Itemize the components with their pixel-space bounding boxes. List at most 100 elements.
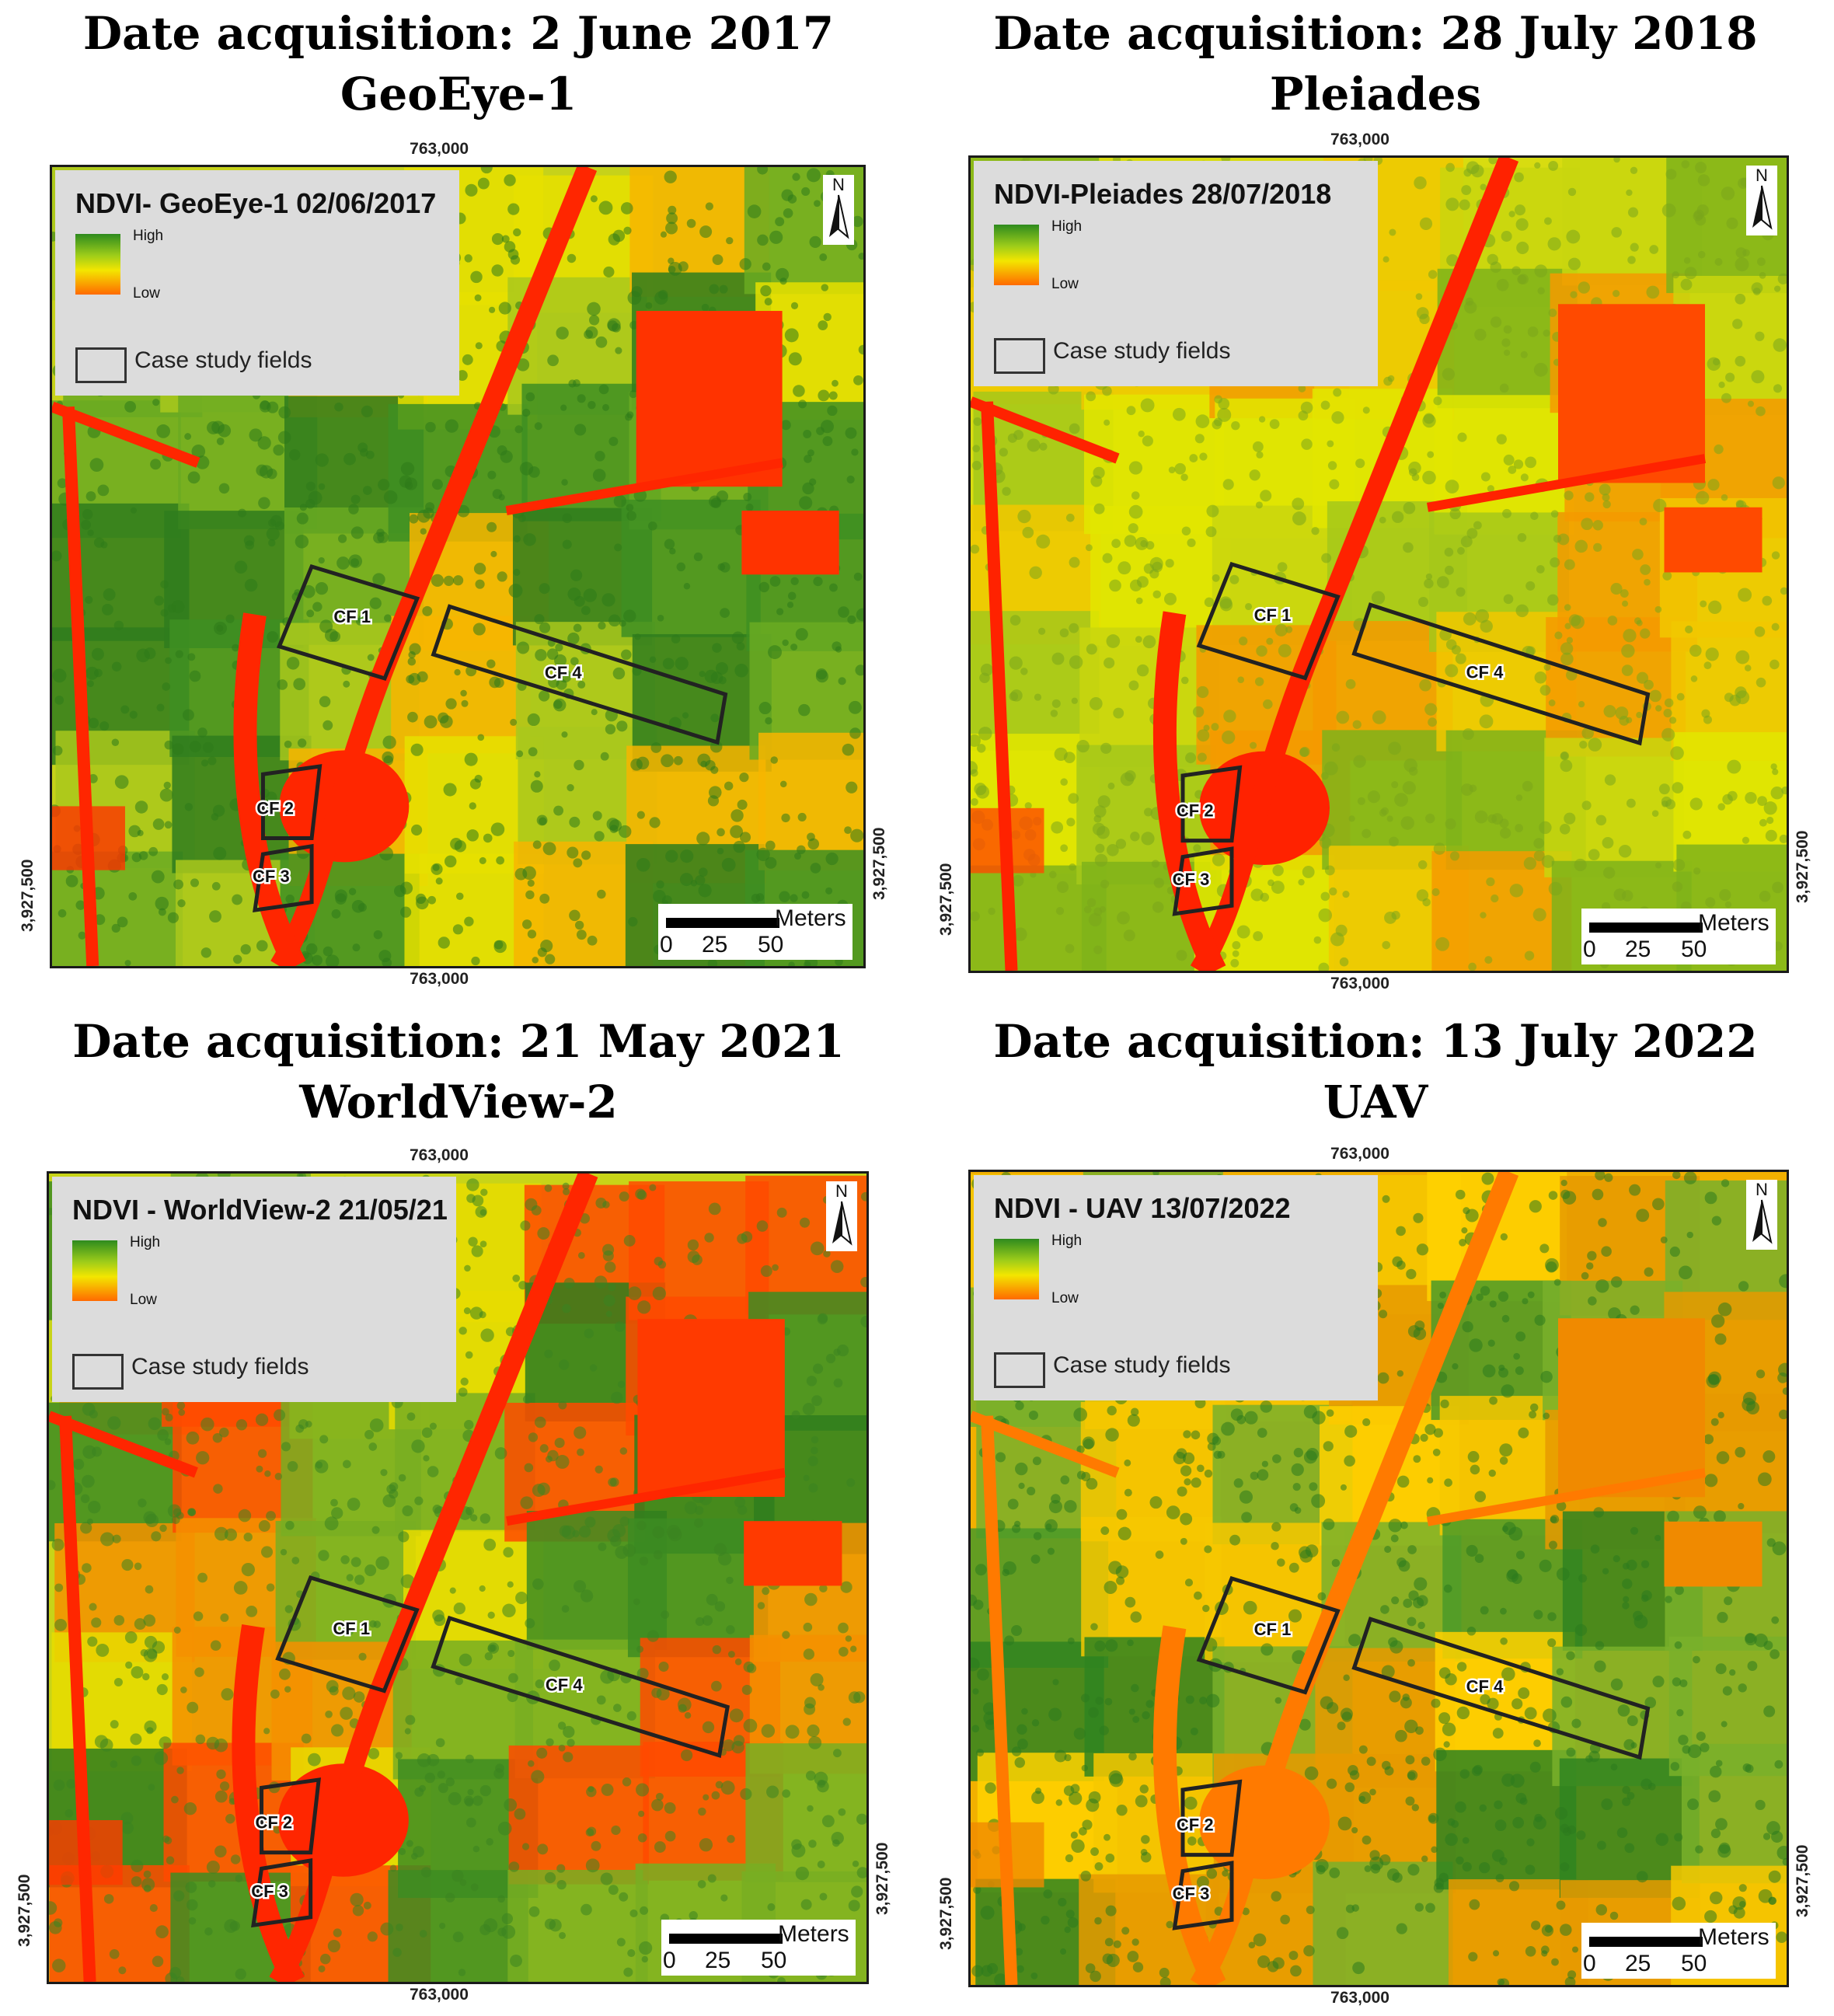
scale-tick: 50: [761, 1948, 787, 1973]
legend-title: NDVI- GeoEye-1 02/06/2017: [75, 187, 437, 219]
ndvi-color-ramp: [994, 225, 1039, 285]
scale-bar-graphic: [1589, 1937, 1703, 1947]
case-study-field-outline: [1172, 846, 1234, 916]
ndvi-raster: CF 1 CF 2 CF 3 CF 4: [49, 1174, 866, 1982]
case-study-field-label: CF 4: [1466, 1676, 1504, 1696]
case-study-field-outline: [276, 563, 420, 681]
scale-bar: Meters 0 25 50: [1581, 909, 1776, 964]
coord-top: 763,000: [409, 1146, 469, 1164]
case-study-field-label: CF 2: [255, 1812, 292, 1832]
coord-left: 3,927,500: [19, 859, 37, 932]
bare-soil-patch: [636, 311, 783, 487]
case-study-field-label: CF 1: [1254, 605, 1292, 625]
ndvi-map: CF 1 CF 2 CF 3 CF 4 NDVI - WorldView-2 21/0…: [47, 1171, 869, 1984]
coord-left: 3,927,500: [937, 1877, 955, 1951]
scale-unit: Meters: [778, 1921, 849, 1947]
map-panel: Date acquisition: 2 June 2017 GeoEye-1 7…: [0, 0, 917, 1008]
panel-title-date: Date acquisition: 13 July 2022: [993, 1015, 1758, 1068]
scale-tick: 25: [1625, 1951, 1651, 1976]
legend-low-label: Low: [1051, 276, 1079, 292]
case-study-field-outline: [1196, 561, 1341, 681]
road: [270, 167, 598, 966]
case-study-swatch: [994, 338, 1045, 374]
crop-field: [1681, 1743, 1787, 1884]
ndvi-color-ramp: [72, 1240, 117, 1301]
north-arrow: N: [823, 175, 854, 245]
road: [971, 396, 1120, 464]
case-study-field-outline: [260, 1777, 322, 1855]
road: [1426, 1468, 1707, 1526]
case-study-field-label: CF 3: [253, 867, 290, 886]
case-study-field-label: CF 2: [1177, 800, 1214, 820]
case-study-field-label: CF 2: [1177, 1815, 1214, 1834]
case-study-field-label: CF 1: [1254, 1620, 1292, 1639]
case-study-field-outline: [1196, 1575, 1341, 1695]
coord-bottom: 763,000: [1330, 1989, 1389, 2007]
case-study-field-outline: [431, 1615, 730, 1759]
panel-title-date: Date acquisition: 28 July 2018: [993, 7, 1758, 60]
north-label: N: [835, 1181, 848, 1201]
map-panel: Date acquisition: 28 July 2018 Pleiades …: [917, 0, 1834, 1008]
road: [59, 1415, 96, 1982]
north-arrow: N: [1746, 1180, 1777, 1250]
road: [1190, 1172, 1519, 1985]
scale-unit: Meters: [775, 905, 846, 931]
case-study-field-outline: [260, 764, 323, 841]
north-arrow-icon: [1752, 1199, 1773, 1244]
north-arrow-icon: [1752, 185, 1773, 230]
case-study-label: Case study fields: [1053, 1352, 1231, 1378]
panel-title-sensor: WorldView-2: [299, 1076, 618, 1128]
scale-bar-graphic: [669, 1934, 783, 1944]
road: [49, 1411, 198, 1478]
legend-title: NDVI - UAV 13/07/2022: [994, 1192, 1291, 1224]
coord-bottom: 763,000: [409, 1986, 469, 2004]
scale-tick: 0: [1583, 1951, 1596, 1976]
north-arrow-icon: [829, 194, 849, 239]
scale-bar: Meters 0 25 50: [658, 904, 852, 960]
scale-bar-graphic: [666, 918, 779, 928]
map-legend: NDVI-Pleiades 28/07/2018 High Low Case s…: [974, 161, 1378, 386]
north-label: N: [1756, 1180, 1768, 1199]
coord-right: 3,927,500: [873, 1842, 891, 1915]
scale-tick: 50: [1681, 936, 1707, 962]
legend-low-label: Low: [133, 285, 160, 302]
bare-soil-patch: [1558, 304, 1705, 483]
ndvi-map: CF 1 CF 2 CF 3 CF 4 NDVI - UAV 13/07/2022 H…: [968, 1170, 1789, 1987]
case-study-field-outline: [1172, 1861, 1234, 1931]
road: [1426, 454, 1707, 512]
ndvi-map: CF 1 CF 2 CF 3 CF 4 NDVI-Pleiades 28/07/201…: [968, 155, 1789, 973]
coord-left: 3,927,500: [16, 1874, 33, 1948]
scale-tick: 50: [1681, 1951, 1707, 1976]
crop-field: [508, 1745, 649, 1885]
legend-high-label: High: [133, 228, 164, 244]
panel-title-date: Date acquisition: 21 May 2021: [72, 1015, 845, 1068]
scale-tick: 0: [660, 932, 673, 957]
legend-high-label: High: [130, 1234, 161, 1250]
case-study-field-label: CF 1: [333, 1619, 370, 1638]
bare-soil-patch: [741, 511, 839, 575]
scale-tick: 0: [663, 1948, 676, 1973]
case-study-swatch: [994, 1352, 1045, 1388]
road: [1152, 1625, 1226, 1985]
case-study-label: Case study fields: [134, 347, 312, 373]
bare-soil-patch: [1664, 1521, 1763, 1587]
case-study-field-outline: [1180, 765, 1243, 843]
coord-bottom: 763,000: [410, 970, 469, 988]
bare-soil-patch: [1664, 507, 1763, 573]
scale-unit: Meters: [1698, 910, 1769, 936]
scale-tick: 25: [1625, 936, 1651, 962]
panel-title-sensor: UAV: [1323, 1076, 1428, 1128]
coord-top: 763,000: [1330, 131, 1389, 148]
coord-right: 3,927,500: [1794, 1844, 1811, 1918]
road: [52, 401, 200, 468]
ndvi-color-ramp: [994, 1239, 1039, 1299]
north-arrow: N: [826, 1181, 857, 1251]
coord-top: 763,000: [410, 140, 469, 158]
road: [232, 1624, 305, 1982]
coord-right: 3,927,500: [1794, 830, 1811, 904]
ndvi-map: CF 1 CF 2 CF 3 CF 4 NDVI- GeoEye-1 02/06/20…: [50, 165, 866, 968]
case-study-field-outline: [251, 1858, 313, 1928]
panel-title-sensor: Pleiades: [1269, 68, 1482, 120]
case-study-label: Case study fields: [1053, 338, 1231, 364]
coord-bottom: 763,000: [1330, 975, 1389, 992]
